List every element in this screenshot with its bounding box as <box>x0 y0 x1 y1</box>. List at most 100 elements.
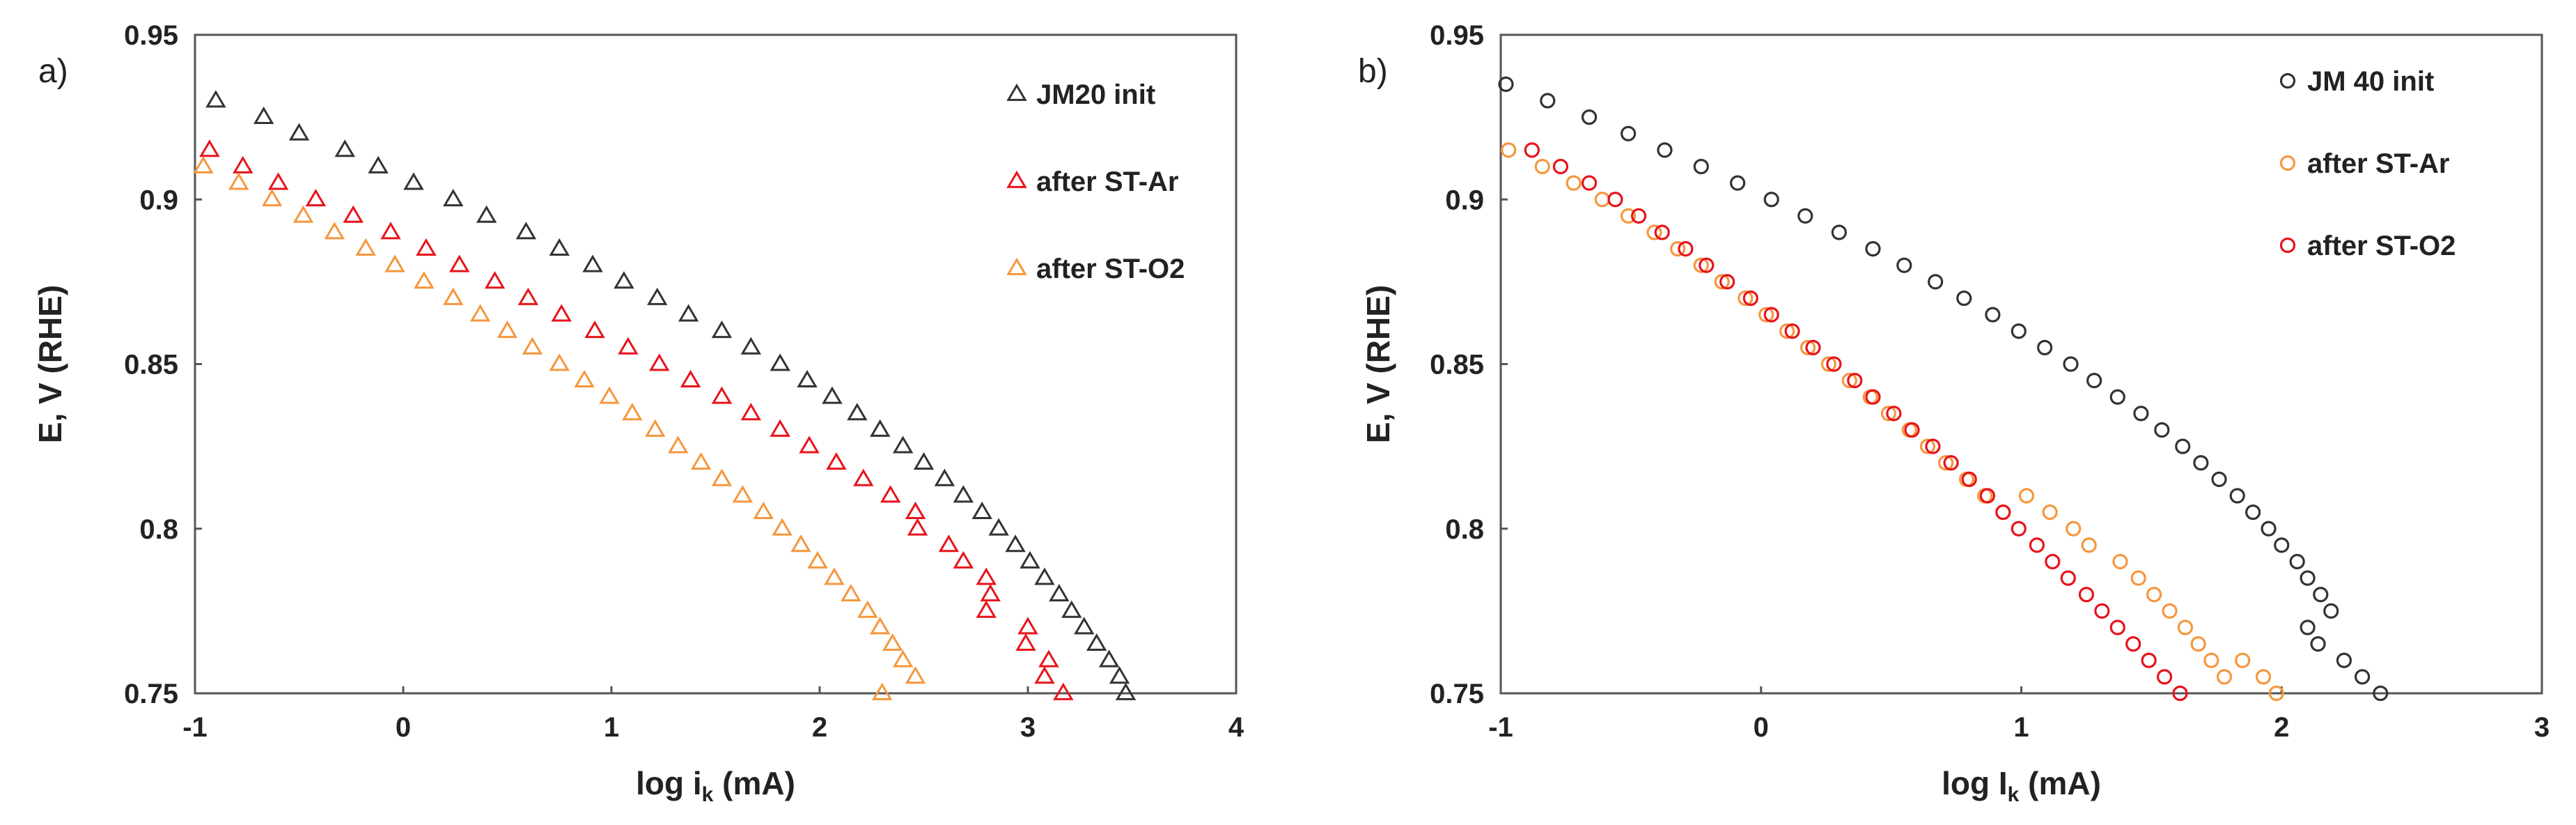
data-point <box>1621 208 1637 224</box>
data-point <box>443 287 464 305</box>
x-tick-label: 2 <box>812 712 827 743</box>
data-point <box>1763 192 1779 208</box>
data-point <box>2162 603 2178 619</box>
data-point <box>2011 323 2027 339</box>
legend-entry: JM 40 init <box>2279 66 2434 97</box>
data-point <box>2154 422 2170 438</box>
data-point <box>2373 685 2389 702</box>
legend-label: JM 40 init <box>2307 66 2434 97</box>
data-point <box>1943 455 1959 471</box>
data-point <box>1961 471 1977 487</box>
data-point <box>584 321 605 339</box>
data-point <box>1034 666 1055 684</box>
data-point <box>2274 537 2290 553</box>
data-point <box>913 452 935 470</box>
data-point <box>1670 241 1686 257</box>
data-point <box>1928 274 1944 290</box>
data-point <box>770 353 790 371</box>
legend-entry: after ST-Ar <box>2279 148 2450 179</box>
series-1 <box>1498 76 2389 702</box>
data-point <box>1956 290 1972 307</box>
series-2 <box>199 139 1074 700</box>
data-point <box>2063 356 2079 372</box>
data-point <box>2037 339 2053 355</box>
data-point <box>2255 669 2272 685</box>
data-point <box>205 90 226 108</box>
data-point <box>1607 192 1623 208</box>
data-point <box>953 550 974 569</box>
data-point <box>2193 455 2209 471</box>
data-point <box>1738 290 1754 307</box>
data-point <box>1805 339 1821 355</box>
data-point <box>1763 307 1779 323</box>
y-tick-label: 0.8 <box>139 514 178 545</box>
data-point <box>1581 175 1598 191</box>
data-point <box>1826 356 1842 372</box>
data-point <box>2112 553 2128 570</box>
data-point <box>414 271 435 289</box>
plot-frame <box>1499 33 2543 695</box>
legend-label: JM20 init <box>1036 79 1155 110</box>
data-point <box>515 222 537 240</box>
data-point <box>599 386 620 404</box>
data-point <box>1630 208 1647 224</box>
data-point <box>2203 652 2219 668</box>
data-point <box>2289 553 2305 570</box>
data-point <box>1654 224 1670 240</box>
x-tick-label: -1 <box>182 712 208 743</box>
data-point <box>267 172 289 190</box>
data-point <box>1904 422 1920 438</box>
data-point <box>1498 76 1514 92</box>
data-point <box>497 321 518 339</box>
data-point <box>1693 257 1709 273</box>
data-point <box>2029 537 2045 553</box>
data-point <box>772 518 793 536</box>
data-point <box>403 172 424 190</box>
data-point <box>797 369 818 387</box>
data-point <box>892 435 914 454</box>
data-point <box>551 304 572 322</box>
data-point <box>2094 603 2110 619</box>
legend-entry: after ST-O2 <box>1006 254 1185 284</box>
data-point <box>1621 125 1637 141</box>
data-point <box>2175 438 2191 454</box>
legend-label: after ST-Ar <box>1036 167 1179 197</box>
data-point <box>740 403 762 421</box>
data-point <box>1581 109 1598 125</box>
data-point <box>574 369 595 387</box>
data-point <box>2066 521 2082 537</box>
y-tick-label: 0.95 <box>124 20 178 51</box>
data-point <box>892 649 914 668</box>
data-point <box>1657 142 1673 158</box>
data-point <box>2156 669 2173 685</box>
data-point <box>1501 142 1517 158</box>
data-point <box>2300 570 2316 586</box>
data-point <box>1524 142 1540 158</box>
data-point <box>1719 274 1735 290</box>
data-point <box>1758 307 1774 323</box>
x-axis-title: log Ik (mA) <box>1942 765 2101 806</box>
data-point <box>2141 652 2157 668</box>
legend-marker <box>2279 155 2296 171</box>
data-point <box>1979 488 1996 504</box>
data-point <box>822 386 843 404</box>
data-point <box>2310 636 2326 652</box>
data-point <box>1784 323 1800 339</box>
y-axis-title: E, V (RHE) <box>1360 285 1396 443</box>
data-point <box>2300 619 2316 635</box>
data-point <box>711 468 733 486</box>
data-point <box>2081 537 2097 553</box>
data-point <box>1820 356 1837 372</box>
data-point <box>678 304 699 322</box>
x-tick-label: 1 <box>604 712 619 743</box>
data-point <box>1646 224 1662 240</box>
data-point <box>1074 617 1095 635</box>
data-point <box>2313 587 2329 603</box>
data-point <box>2235 652 2251 668</box>
data-point <box>649 353 670 371</box>
data-point <box>1534 158 1550 175</box>
series-3 <box>1524 142 2188 702</box>
data-point <box>2355 669 2371 685</box>
data-point <box>2109 389 2125 405</box>
